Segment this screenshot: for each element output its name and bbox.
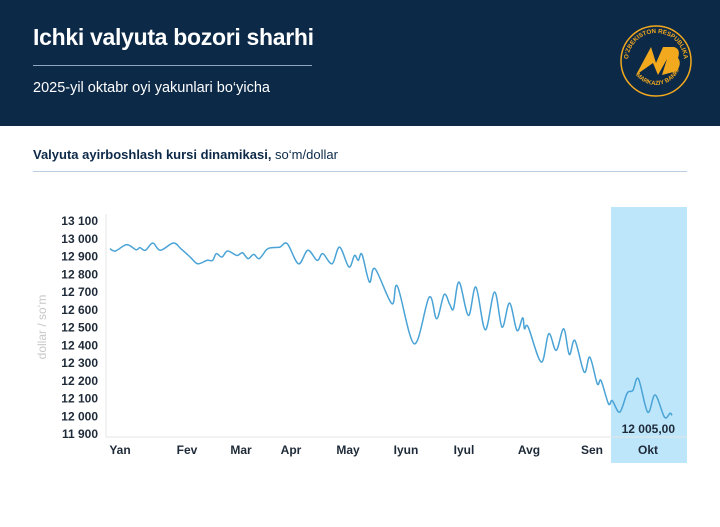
y-tick-label: 12 800 — [61, 267, 98, 281]
chart-title-bold: Valyuta ayirboshlash kursi dinamikasi, — [33, 147, 272, 162]
y-tick-label: 12 100 — [61, 392, 98, 406]
x-tick-label: Iyul — [454, 443, 475, 457]
page-subtitle: 2025-yil oktabr oyi yakunlari bo‘yicha — [33, 80, 270, 96]
x-tick-label: May — [336, 443, 360, 457]
y-tick-label: 12 400 — [61, 338, 98, 352]
chart-section-title: Valyuta ayirboshlash kursi dinamikasi, s… — [33, 147, 338, 162]
y-tick-label: 11 900 — [62, 427, 98, 441]
x-tick-label: Mar — [230, 443, 252, 457]
central-bank-logo: O‘ZBEKISTON RESPUBLIKASI MARKAZIY BANKI — [618, 23, 692, 97]
x-tick-label: Sen — [581, 443, 603, 457]
x-tick-label: Avg — [518, 443, 540, 457]
october-highlight — [611, 207, 687, 463]
x-tick-label: Apr — [281, 443, 302, 457]
y-tick-label: 12 600 — [61, 303, 98, 317]
chart-title-unit: so‘m/dollar — [271, 147, 338, 162]
last-value-label: 12 005,00 — [622, 422, 676, 436]
y-tick-label: 12 500 — [61, 321, 98, 335]
y-tick-label: 12 200 — [61, 374, 98, 388]
x-tick-label: Fev — [177, 443, 198, 457]
page-title: Ichki valyuta bozori sharhi — [33, 24, 314, 50]
x-tick-label: Yan — [109, 443, 130, 457]
y-tick-label: 12 900 — [61, 250, 98, 264]
header-banner: Ichki valyuta bozori sharhi 2025-yil okt… — [0, 0, 720, 126]
y-tick-label: 12 300 — [61, 356, 98, 370]
title-divider — [33, 65, 312, 66]
x-tick-label: Iyun — [394, 443, 419, 457]
rate-line — [109, 242, 673, 419]
y-tick-label: 13 100 — [61, 214, 98, 228]
y-axis-label: dollar / so‘m — [35, 295, 49, 360]
y-tick-label: 13 000 — [61, 232, 98, 246]
y-tick-label: 12 700 — [61, 285, 98, 299]
section-divider — [33, 171, 687, 172]
y-tick-label: 12 000 — [61, 409, 98, 423]
x-tick-label: Okt — [638, 443, 658, 457]
